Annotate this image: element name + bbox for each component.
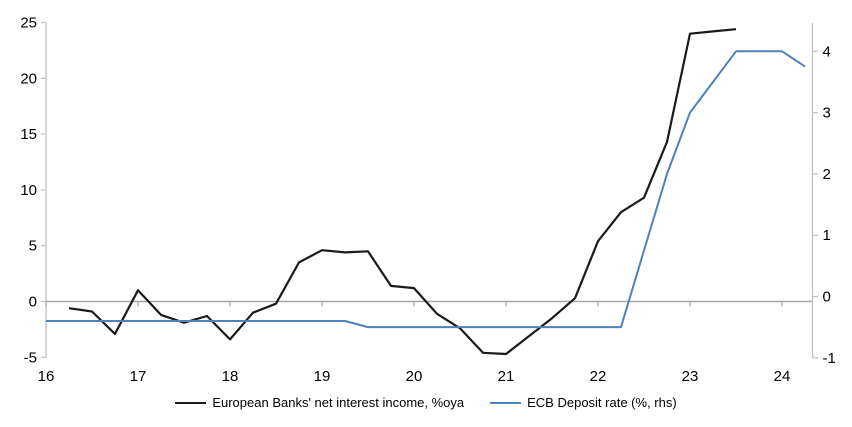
blue-line-sample-icon: [490, 401, 522, 404]
right-axis-tick-label: 3: [823, 105, 831, 122]
x-axis-tick-label: 20: [406, 368, 423, 385]
left-axis-tick-label: 15: [20, 126, 37, 143]
x-axis-tick-label: 16: [38, 368, 55, 385]
legend-label-ecb-deposit-rate: ECB Deposit rate (%, rhs): [527, 395, 677, 410]
left-axis-tick-label: 0: [29, 294, 37, 311]
deposit-rate-series-line: [46, 50, 806, 329]
x-axis-tick-label: 23: [682, 368, 699, 385]
x-axis-tick-label: 21: [498, 368, 515, 385]
legend-item-ecb-deposit-rate: ECB Deposit rate (%, rhs): [490, 395, 677, 410]
right-axis-tick-label: 1: [823, 227, 831, 244]
legend-item-net-interest-income: European Banks' net interest income, %oy…: [175, 395, 464, 410]
x-axis-tick-label: 24: [774, 368, 791, 385]
x-axis-tick-label: 22: [590, 368, 607, 385]
right-axis-tick-label: 4: [823, 43, 831, 60]
right-axis-tick-label: 0: [823, 289, 831, 306]
left-axis-tick-label: 20: [20, 70, 37, 87]
x-axis-tick-label: 17: [130, 368, 147, 385]
net-interest-income-series-line: [68, 28, 737, 356]
legend-label-net-interest-income: European Banks' net interest income, %oy…: [212, 395, 465, 410]
chart-legend: European Banks' net interest income, %oy…: [0, 395, 852, 410]
left-axis-tick-label: 25: [20, 15, 37, 32]
right-axis-tick-label: 2: [823, 166, 831, 183]
right-axis-tick-label: -1: [823, 350, 836, 367]
x-axis-tick-label: 19: [314, 368, 331, 385]
x-axis-tick-label: 18: [222, 368, 239, 385]
left-axis-tick-label: 10: [20, 182, 37, 199]
left-axis-tick-label: -5: [24, 349, 37, 366]
left-axis-tick-label: 5: [29, 238, 37, 255]
black-line-sample-icon: [175, 401, 207, 404]
